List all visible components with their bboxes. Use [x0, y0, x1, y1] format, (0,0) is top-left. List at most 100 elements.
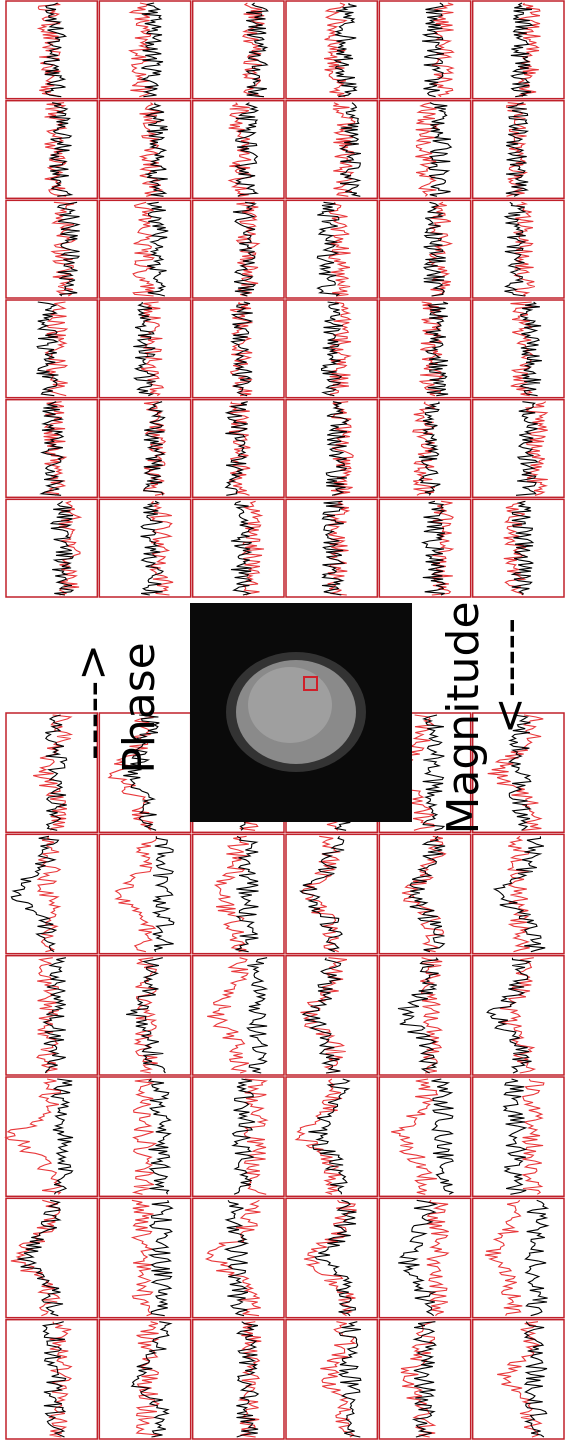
phase-label: Phase: [114, 642, 165, 773]
trace-line: [56, 201, 81, 297]
trace-line: [321, 500, 346, 596]
trace-line: [507, 714, 532, 831]
trace-cell: [285, 398, 379, 499]
trace-cell: [378, 498, 472, 598]
trace-cell: [191, 99, 285, 200]
trace-cell: [5, 498, 99, 598]
magnitude-trace-grid: [4, 712, 565, 1440]
trace-line: [135, 1321, 160, 1438]
trace-line: [17, 1199, 64, 1317]
trace-line: [43, 2, 68, 98]
trace-line: [232, 201, 257, 297]
magnitude-arrow: <-----: [484, 618, 535, 734]
trace-cell: [378, 199, 472, 299]
trace-line: [213, 835, 249, 953]
trace-line: [146, 201, 169, 297]
trace-line: [422, 714, 446, 831]
trace-line: [314, 1199, 357, 1317]
trace-line: [328, 301, 352, 396]
trace-line: [487, 714, 544, 831]
trace-line: [229, 301, 254, 397]
trace-cell: [285, 0, 379, 100]
trace-line: [430, 1078, 455, 1195]
trace-line: [515, 401, 539, 496]
trace-line: [48, 1321, 73, 1438]
trace-line: [36, 301, 60, 397]
trace-line: [497, 1321, 543, 1438]
trace-line: [301, 957, 342, 1074]
trace-line: [130, 1321, 173, 1438]
trace-line: [506, 102, 529, 197]
trace-line: [234, 835, 259, 953]
trace-line: [397, 957, 439, 1074]
trace-cell: [471, 299, 565, 399]
trace-cell: [378, 1197, 472, 1319]
trace-line: [431, 2, 455, 98]
trace-line: [510, 500, 535, 596]
trace-line: [44, 301, 69, 397]
trace-line: [131, 1078, 158, 1195]
trace-cell: [471, 1076, 565, 1198]
trace-cell: [5, 99, 99, 200]
trace-line: [324, 2, 348, 98]
trace-line: [241, 500, 265, 596]
trace-line: [520, 1078, 545, 1195]
trace-cell: [378, 833, 472, 955]
trace-line: [151, 836, 175, 952]
trace-line: [224, 401, 248, 496]
trace-line: [48, 102, 74, 197]
trace-line: [147, 1200, 174, 1317]
trace-cell: [471, 398, 565, 499]
trace-cell: [5, 199, 99, 299]
trace-line: [338, 102, 362, 197]
trace-line: [320, 1321, 357, 1438]
trace-line: [320, 301, 343, 397]
trace-line: [308, 1078, 351, 1195]
trace-line: [484, 1199, 523, 1316]
trace-line: [10, 835, 60, 953]
trace-line: [430, 500, 455, 596]
trace-line: [142, 401, 166, 496]
trace-line: [204, 1199, 261, 1317]
trace-line: [45, 714, 68, 831]
trace-cell: [285, 498, 379, 598]
trace-cell: [191, 954, 285, 1076]
trace-line: [418, 401, 441, 496]
trace-line: [415, 102, 440, 197]
trace-cell: [98, 954, 192, 1076]
trace-cell: [98, 1076, 192, 1198]
trace-line: [422, 201, 446, 297]
trace-line: [424, 301, 449, 397]
trace-line: [133, 301, 156, 397]
trace-line: [518, 301, 542, 397]
trace-line: [123, 714, 160, 831]
trace-cell: [285, 1318, 379, 1440]
trace-line: [299, 835, 345, 953]
trace-line: [513, 201, 535, 297]
trace-cell: [98, 833, 192, 955]
trace-line: [401, 835, 447, 953]
trace-line: [36, 835, 62, 953]
trace-cell: [378, 0, 472, 100]
trace-cell: [191, 1076, 285, 1198]
trace-cell: [98, 199, 192, 299]
trace-line: [400, 1321, 437, 1438]
roi-box: [303, 676, 318, 691]
trace-line: [230, 500, 255, 596]
trace-line: [338, 1321, 362, 1438]
trace-cell: [285, 833, 379, 955]
trace-line: [420, 500, 447, 596]
trace-line: [510, 2, 534, 98]
trace-line: [524, 401, 549, 496]
trace-line: [127, 2, 154, 98]
trace-line: [149, 500, 174, 596]
trace-line: [130, 1199, 154, 1317]
trace-line: [505, 102, 530, 197]
trace-line: [333, 3, 358, 98]
trace-line: [207, 957, 249, 1074]
trace-line: [138, 102, 164, 197]
trace-cell: [98, 498, 192, 598]
brain-highlight: [248, 667, 332, 743]
trace-cell: [285, 99, 379, 200]
